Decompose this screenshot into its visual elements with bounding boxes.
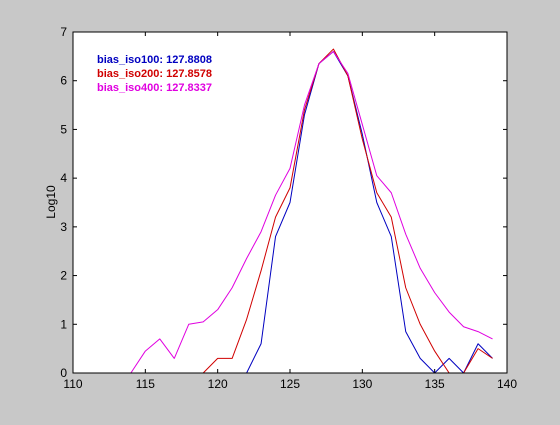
x-tick-label-115: 115 xyxy=(136,377,155,391)
legend-entry-bias-iso400: bias_iso400: 127.8337 xyxy=(97,82,212,94)
y-tick-label-5: 5 xyxy=(60,122,67,136)
ticks-layer: 110 115 120 125 130 135 140 0 1 2 3 4 5 6 7 xyxy=(60,25,517,391)
x-tick-label-110: 110 xyxy=(63,377,82,391)
x-tick-label-140: 140 xyxy=(497,377,517,391)
series-layer xyxy=(130,48,493,374)
series-line-bias-iso400 xyxy=(130,50,493,374)
y-tick-label-2: 2 xyxy=(60,269,67,283)
y-tick-label-7: 7 xyxy=(60,25,67,39)
x-tick-label-130: 130 xyxy=(352,377,372,391)
x-tick-label-120: 120 xyxy=(208,377,228,391)
y-tick-label-6: 6 xyxy=(60,74,67,88)
legend-entry-bias-iso100: bias_iso100: 127.8808 xyxy=(97,54,212,66)
y-axis-label: Log10 xyxy=(44,185,58,219)
y-tick-label-1: 1 xyxy=(60,317,67,331)
series-line-bias-iso100 xyxy=(232,50,493,374)
series-line-bias-iso200 xyxy=(202,48,493,374)
y-tick-label-4: 4 xyxy=(60,171,67,185)
x-tick-label-135: 135 xyxy=(425,377,445,391)
y-tick-label-3: 3 xyxy=(60,220,67,234)
y-tick-label-0: 0 xyxy=(60,366,67,380)
legend: bias_iso100: 127.8808 bias_iso200: 127.85… xyxy=(97,54,212,94)
x-tick-label-125: 125 xyxy=(280,377,300,391)
legend-entry-bias-iso200: bias_iso200: 127.8578 xyxy=(97,68,212,80)
